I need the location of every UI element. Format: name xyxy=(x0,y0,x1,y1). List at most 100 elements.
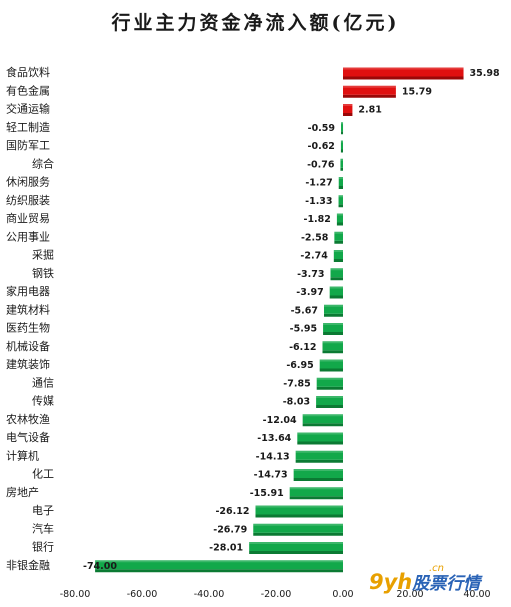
bar-highlight xyxy=(322,341,343,344)
bar-highlight xyxy=(340,158,343,161)
bar-face xyxy=(253,523,343,533)
value-label: 2.81 xyxy=(358,105,381,116)
bar-highlight xyxy=(329,286,343,289)
bar-shadow xyxy=(333,259,343,262)
bar-医药生物 xyxy=(323,323,343,335)
bar-face xyxy=(338,195,343,205)
bar-国防军工 xyxy=(340,140,343,153)
bar-highlight xyxy=(330,268,343,271)
bar-face xyxy=(333,250,343,259)
bar-有色金属 xyxy=(343,85,396,98)
chart-title: 行业主力资金净流入额(亿元) xyxy=(111,12,400,34)
bar-face xyxy=(338,177,343,186)
bar-face xyxy=(323,323,343,332)
category-label: 纺织服装 xyxy=(6,193,50,207)
value-label: 15.79 xyxy=(402,86,432,97)
bar-shadow xyxy=(295,459,343,463)
bar-shadow xyxy=(316,386,343,390)
category-label: 通信 xyxy=(32,376,54,389)
value-label: -2.58 xyxy=(301,232,329,243)
category-label: 公用事业 xyxy=(6,230,50,243)
bar-shadow xyxy=(255,514,343,518)
value-label: -0.76 xyxy=(307,159,335,170)
bar-face xyxy=(336,213,343,223)
category-label: 计算机 xyxy=(6,448,39,462)
category-label: 轻工制造 xyxy=(6,120,50,134)
bar-highlight xyxy=(297,432,343,435)
bar-shadow xyxy=(338,204,343,208)
value-label: -8.03 xyxy=(283,397,310,408)
category-label: 房地产 xyxy=(6,485,39,499)
bar-face xyxy=(295,450,343,460)
x-tick-label: 0.00 xyxy=(332,589,353,600)
value-label: -3.73 xyxy=(297,269,324,280)
bar-highlight xyxy=(253,523,343,526)
watermark-domain: .cn xyxy=(429,563,445,574)
bar-highlight xyxy=(338,195,343,198)
bar-highlight xyxy=(95,560,343,563)
category-label: 商业贸易 xyxy=(6,211,50,225)
value-label: -74.00 xyxy=(83,561,117,572)
category-label: 家用电器 xyxy=(6,284,50,298)
bar-highlight xyxy=(343,85,396,88)
value-label: -5.95 xyxy=(290,324,317,335)
category-label: 汽车 xyxy=(32,521,54,535)
bar-电气设备 xyxy=(297,432,343,445)
value-label: -26.12 xyxy=(215,506,249,517)
watermark-main: 9yh股票行情 xyxy=(369,569,480,594)
value-label: -1.27 xyxy=(305,178,332,189)
bar-face xyxy=(255,505,343,515)
bar-shadow xyxy=(316,405,343,408)
bar-shadow xyxy=(343,94,396,98)
bar-shadow xyxy=(338,186,343,189)
category-labels: 食品饮料有色金属交通运输轻工制造国防军工综合休闲服务纺织服装商业贸易公用事业采掘… xyxy=(6,65,54,572)
category-label: 综合 xyxy=(32,156,54,170)
watermark-logo: .cn 9yh股票行情 xyxy=(369,563,509,603)
category-label: 食品饮料 xyxy=(6,65,50,79)
bar-highlight xyxy=(336,213,343,216)
watermark-text: 股票行情 xyxy=(412,574,481,594)
bar-face xyxy=(341,122,344,132)
bar-计算机 xyxy=(295,450,343,463)
bar-shadow xyxy=(340,149,343,153)
bar-shadow xyxy=(336,222,343,226)
bar-shadow xyxy=(334,240,343,244)
bar-highlight xyxy=(324,304,343,307)
category-label: 农林牧渔 xyxy=(6,412,50,426)
bar-家用电器 xyxy=(329,286,343,299)
value-label: -14.13 xyxy=(256,451,290,462)
bar-face xyxy=(324,304,343,314)
x-tick-label: -20.00 xyxy=(261,589,292,600)
value-label: -0.62 xyxy=(308,141,335,152)
category-label: 电气设备 xyxy=(6,430,50,444)
value-label: -15.91 xyxy=(250,488,284,499)
bars-layer xyxy=(95,67,464,573)
bar-公用事业 xyxy=(334,231,343,244)
value-label: -28.01 xyxy=(209,543,243,554)
bar-shadow xyxy=(330,277,343,281)
bar-建筑材料 xyxy=(324,304,343,317)
bar-机械设备 xyxy=(322,341,343,354)
bar-face xyxy=(95,560,343,570)
x-axis-ticks: -80.00 -60.00 -40.00 -20.00 0.00 20.00 40.00 xyxy=(60,589,491,600)
bar-highlight xyxy=(338,177,343,179)
bar-shadow xyxy=(343,76,464,80)
bar-face xyxy=(340,158,343,168)
value-label: -6.95 xyxy=(286,360,313,371)
bar-face xyxy=(316,396,343,405)
bar-face xyxy=(289,487,343,497)
bar-face xyxy=(249,542,343,551)
bar-房地产 xyxy=(289,487,343,500)
bar-shadow xyxy=(319,368,343,372)
value-label: -1.33 xyxy=(305,196,332,207)
category-label: 医药生物 xyxy=(6,321,50,335)
bar-shadow xyxy=(343,113,353,116)
bar-shadow xyxy=(329,295,343,299)
bar-face xyxy=(334,231,343,241)
bar-highlight xyxy=(333,250,343,252)
category-label: 钢铁 xyxy=(32,267,54,280)
bar-highlight xyxy=(316,377,343,380)
bar-shadow xyxy=(297,441,343,445)
x-tick-label: 40.00 xyxy=(463,589,490,600)
